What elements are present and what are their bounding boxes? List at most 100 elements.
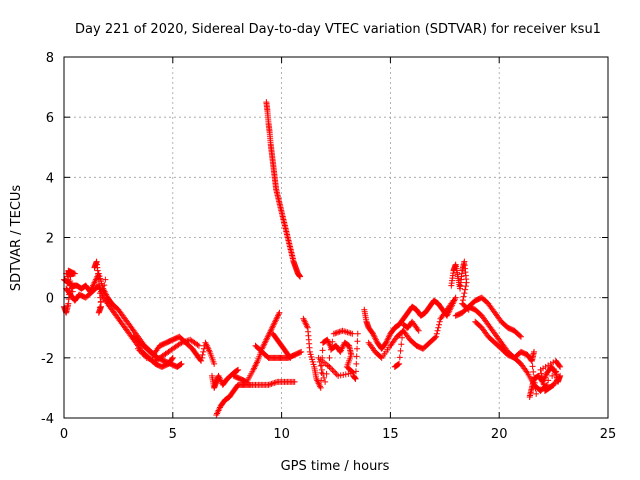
data-point — [396, 360, 403, 367]
x-tick-label: 15 — [382, 427, 399, 442]
series-trace-u — [472, 318, 535, 364]
data-point — [67, 282, 74, 289]
data-point — [298, 348, 305, 355]
data-point — [269, 380, 276, 387]
data-point — [394, 361, 401, 368]
data-point — [272, 379, 279, 386]
x-tick-label: 25 — [600, 427, 617, 442]
data-point — [211, 360, 218, 367]
data-point — [415, 327, 422, 334]
x-tick-label: 5 — [169, 427, 177, 442]
data-point — [316, 358, 323, 365]
data-point — [97, 298, 104, 305]
data-point — [169, 354, 176, 361]
data-point — [309, 356, 316, 363]
data-point — [310, 361, 317, 368]
data-point — [323, 370, 330, 377]
data-point — [436, 318, 443, 325]
data-point — [539, 377, 546, 384]
data-point — [352, 375, 359, 382]
data-point — [540, 380, 547, 387]
series-trace-n — [350, 330, 361, 382]
data-point — [185, 337, 192, 344]
series-trace-r — [448, 258, 472, 313]
data-point — [318, 377, 325, 384]
data-point — [198, 357, 205, 364]
data-point — [181, 338, 188, 345]
data-point — [369, 329, 376, 336]
data-point — [349, 330, 356, 337]
data-point — [434, 327, 441, 334]
data-point — [319, 347, 326, 354]
data-point — [397, 347, 404, 354]
data-point — [354, 330, 361, 337]
data-point — [549, 372, 556, 379]
data-point — [150, 357, 157, 364]
chart-title: Day 221 of 2020, Sidereal Day-to-day VTE… — [75, 22, 601, 37]
data-point — [538, 370, 545, 377]
data-point — [64, 273, 71, 280]
data-point — [461, 290, 468, 297]
data-point — [432, 334, 439, 341]
data-point — [460, 293, 467, 300]
data-point — [337, 372, 344, 379]
data-point — [321, 374, 328, 381]
data-point — [399, 334, 406, 341]
data-point — [463, 279, 470, 286]
data-point — [353, 360, 360, 367]
data-point — [377, 353, 384, 360]
data-point — [99, 293, 106, 300]
data-point — [353, 353, 360, 360]
data-point — [198, 354, 205, 361]
y-tick-label: 6 — [46, 111, 54, 126]
data-point — [352, 368, 359, 375]
data-point — [537, 386, 544, 393]
series-trace-i — [230, 309, 283, 385]
data-point — [516, 332, 523, 339]
data-point — [552, 368, 559, 375]
data-point — [435, 321, 442, 328]
data-point — [326, 354, 333, 361]
data-point — [143, 354, 150, 361]
series-trace-k — [269, 330, 294, 361]
data-point — [541, 381, 548, 388]
data-point — [354, 338, 361, 345]
data-point — [297, 273, 304, 280]
x-axis-label: GPS time / hours — [281, 459, 390, 474]
data-points — [61, 99, 564, 418]
data-point — [533, 390, 540, 397]
data-point — [179, 339, 186, 346]
data-point — [146, 355, 153, 362]
data-point — [347, 370, 354, 377]
data-point — [307, 351, 314, 358]
y-axis-label: SDTVAR / TECUs — [9, 185, 24, 292]
data-point — [271, 379, 278, 386]
data-point — [234, 367, 241, 374]
data-point — [65, 276, 72, 283]
data-point — [145, 355, 152, 362]
data-point — [199, 351, 206, 358]
data-point — [182, 338, 189, 345]
data-point — [287, 354, 294, 361]
y-tick-label: 0 — [46, 292, 54, 307]
data-point — [395, 361, 402, 368]
plot-frame — [63, 56, 609, 419]
series-trace-f — [134, 336, 202, 364]
data-point — [553, 368, 560, 375]
data-point — [433, 333, 440, 340]
data-point — [177, 361, 184, 368]
series-trace-s — [452, 294, 524, 340]
y-tick-label: -2 — [41, 352, 54, 367]
data-point — [530, 368, 537, 375]
series-trace-q — [391, 318, 422, 370]
data-point — [542, 387, 549, 394]
data-point — [557, 363, 564, 370]
data-point — [100, 287, 107, 294]
data-point — [315, 354, 322, 361]
y-tick-label: 2 — [46, 232, 54, 247]
data-point — [342, 371, 349, 378]
data-point — [541, 387, 548, 394]
data-point — [462, 283, 469, 290]
